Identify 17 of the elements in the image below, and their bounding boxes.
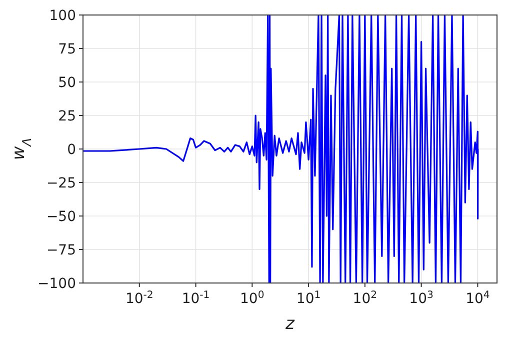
y-tick-label: 25 xyxy=(58,108,76,124)
x-axis-title: z xyxy=(284,314,296,334)
x-tick-label: 10$^{2}$ xyxy=(352,290,378,307)
y-tick-label: −50 xyxy=(46,209,76,225)
x-tick-label: 10$^{0}$ xyxy=(240,290,264,307)
y-tick-label: −100 xyxy=(38,276,76,292)
y-tick-label: 100 xyxy=(49,8,76,24)
y-tick-label: −75 xyxy=(46,242,76,258)
x-tick-label: 10$^{1}$ xyxy=(296,290,321,307)
x-tick-label: 10$^{3}$ xyxy=(409,290,434,307)
x-tick-label: 10$^{-2}$ xyxy=(125,290,154,307)
x-tick-label: 10$^{4}$ xyxy=(466,290,490,307)
y-tick-label: 50 xyxy=(58,75,76,91)
x-tick-label: 10$^{-1}$ xyxy=(182,290,210,307)
y-tick-label: 75 xyxy=(58,42,76,58)
y-tick-label: −25 xyxy=(46,176,76,192)
y-tick-label: 0 xyxy=(67,142,76,158)
